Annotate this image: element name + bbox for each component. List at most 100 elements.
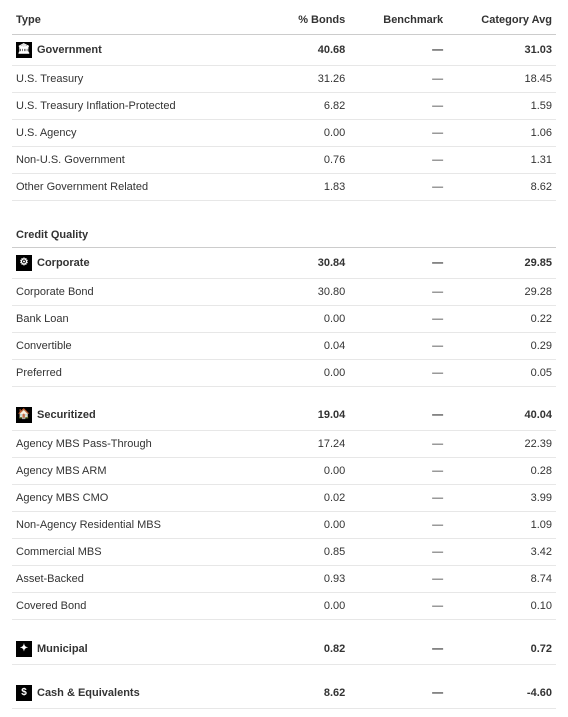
category-bench: —	[349, 247, 447, 278]
section-spacer	[12, 201, 556, 215]
section-spacer	[12, 620, 556, 634]
category-bench: —	[349, 35, 447, 66]
row-bonds: 31.26	[251, 66, 349, 93]
table-row: Convertible0.04—0.29	[12, 332, 556, 359]
row-bench: —	[349, 539, 447, 566]
row-label: Bank Loan	[12, 305, 251, 332]
row-catavg: 0.29	[447, 332, 556, 359]
category-label-cell: 🏠 Securitized	[12, 400, 251, 431]
row-bench: —	[349, 485, 447, 512]
row-bonds: 0.00	[251, 120, 349, 147]
row-label: Non-Agency Residential MBS	[12, 512, 251, 539]
table-row: Corporate Bond30.80—29.28	[12, 278, 556, 305]
category-bonds: 30.84	[251, 247, 349, 278]
category-label: Government	[37, 44, 102, 56]
row-bench: —	[349, 431, 447, 458]
category-label: Cash & Equivalents	[37, 687, 140, 699]
category-bench: —	[349, 400, 447, 431]
row-bench: —	[349, 332, 447, 359]
row-bench: —	[349, 593, 447, 620]
row-label: U.S. Agency	[12, 120, 251, 147]
table-row: Non-U.S. Government0.76—1.31	[12, 147, 556, 174]
category-header-row: 🏠 Securitized 19.04—40.04	[12, 400, 556, 431]
row-label: Covered Bond	[12, 593, 251, 620]
category-catavg: 0.72	[447, 634, 556, 665]
row-catavg: 1.59	[447, 93, 556, 120]
category-icon: ⚙	[16, 255, 32, 271]
category-catavg: 31.03	[447, 35, 556, 66]
row-bench: —	[349, 174, 447, 201]
row-label: Non-U.S. Government	[12, 147, 251, 174]
category-catavg: 29.85	[447, 247, 556, 278]
row-label: U.S. Treasury	[12, 66, 251, 93]
row-bonds: 0.00	[251, 512, 349, 539]
col-header-benchmark: Benchmark	[349, 8, 447, 35]
row-label: Preferred	[12, 359, 251, 386]
row-bonds: 0.93	[251, 566, 349, 593]
category-icon: 🏠	[16, 407, 32, 423]
table-row: Agency MBS Pass-Through17.24—22.39	[12, 431, 556, 458]
row-label: Agency MBS Pass-Through	[12, 431, 251, 458]
row-bonds: 0.00	[251, 305, 349, 332]
category-icon: 🏛	[16, 42, 32, 58]
category-label: Corporate	[37, 257, 90, 269]
category-label-cell: ⚙ Corporate	[12, 247, 251, 278]
category-catavg: -4.60	[447, 678, 556, 709]
table-row: Agency MBS ARM0.00—0.28	[12, 458, 556, 485]
row-bench: —	[349, 512, 447, 539]
row-catavg: 1.06	[447, 120, 556, 147]
row-bench: —	[349, 305, 447, 332]
table-row: U.S. Treasury Inflation-Protected6.82—1.…	[12, 93, 556, 120]
row-bonds: 0.00	[251, 359, 349, 386]
row-catavg: 8.62	[447, 174, 556, 201]
row-bench: —	[349, 120, 447, 147]
section-title: Credit Quality	[12, 215, 556, 248]
row-bench: —	[349, 566, 447, 593]
table-row: U.S. Agency0.00—1.06	[12, 120, 556, 147]
row-bench: —	[349, 278, 447, 305]
row-bench: —	[349, 66, 447, 93]
row-catavg: 0.10	[447, 593, 556, 620]
col-header-type: Type	[12, 8, 251, 35]
table-row: Commercial MBS0.85—3.42	[12, 539, 556, 566]
row-catavg: 29.28	[447, 278, 556, 305]
row-bonds: 0.85	[251, 539, 349, 566]
category-bonds: 19.04	[251, 400, 349, 431]
row-bonds: 1.83	[251, 174, 349, 201]
row-label: Agency MBS ARM	[12, 458, 251, 485]
category-header-row: 🏛 Government 40.68—31.03	[12, 35, 556, 66]
row-bonds: 0.04	[251, 332, 349, 359]
row-label: Other Government Related	[12, 174, 251, 201]
table-row: Agency MBS CMO0.02—3.99	[12, 485, 556, 512]
col-header-catavg: Category Avg	[447, 8, 556, 35]
row-catavg: 0.28	[447, 458, 556, 485]
row-catavg: 8.74	[447, 566, 556, 593]
row-bonds: 6.82	[251, 93, 349, 120]
category-header-row: ✦Municipal0.82—0.72	[12, 634, 556, 665]
row-catavg: 1.31	[447, 147, 556, 174]
section-spacer	[12, 664, 556, 678]
row-label: Convertible	[12, 332, 251, 359]
table-header-row: Type % Bonds Benchmark Category Avg	[12, 8, 556, 35]
row-label: Agency MBS CMO	[12, 485, 251, 512]
row-bonds: 0.02	[251, 485, 349, 512]
row-bench: —	[349, 359, 447, 386]
row-catavg: 22.39	[447, 431, 556, 458]
row-bonds: 0.76	[251, 147, 349, 174]
row-bench: —	[349, 147, 447, 174]
row-bench: —	[349, 93, 447, 120]
category-label: Securitized	[37, 409, 96, 421]
table-row: Bank Loan0.00—0.22	[12, 305, 556, 332]
category-icon: ✦	[16, 641, 32, 657]
table-row: Asset-Backed0.93—8.74	[12, 566, 556, 593]
category-icon: $	[16, 685, 32, 701]
category-bench: —	[349, 634, 447, 665]
category-catavg: 40.04	[447, 400, 556, 431]
table-row: Preferred0.00—0.05	[12, 359, 556, 386]
category-label-cell: $ Cash & Equivalents	[12, 678, 251, 709]
category-bonds: 40.68	[251, 35, 349, 66]
section-spacer	[12, 386, 556, 400]
category-bonds: 8.62	[251, 678, 349, 709]
table-row: Other Government Related1.83—8.62	[12, 174, 556, 201]
row-catavg: 3.99	[447, 485, 556, 512]
